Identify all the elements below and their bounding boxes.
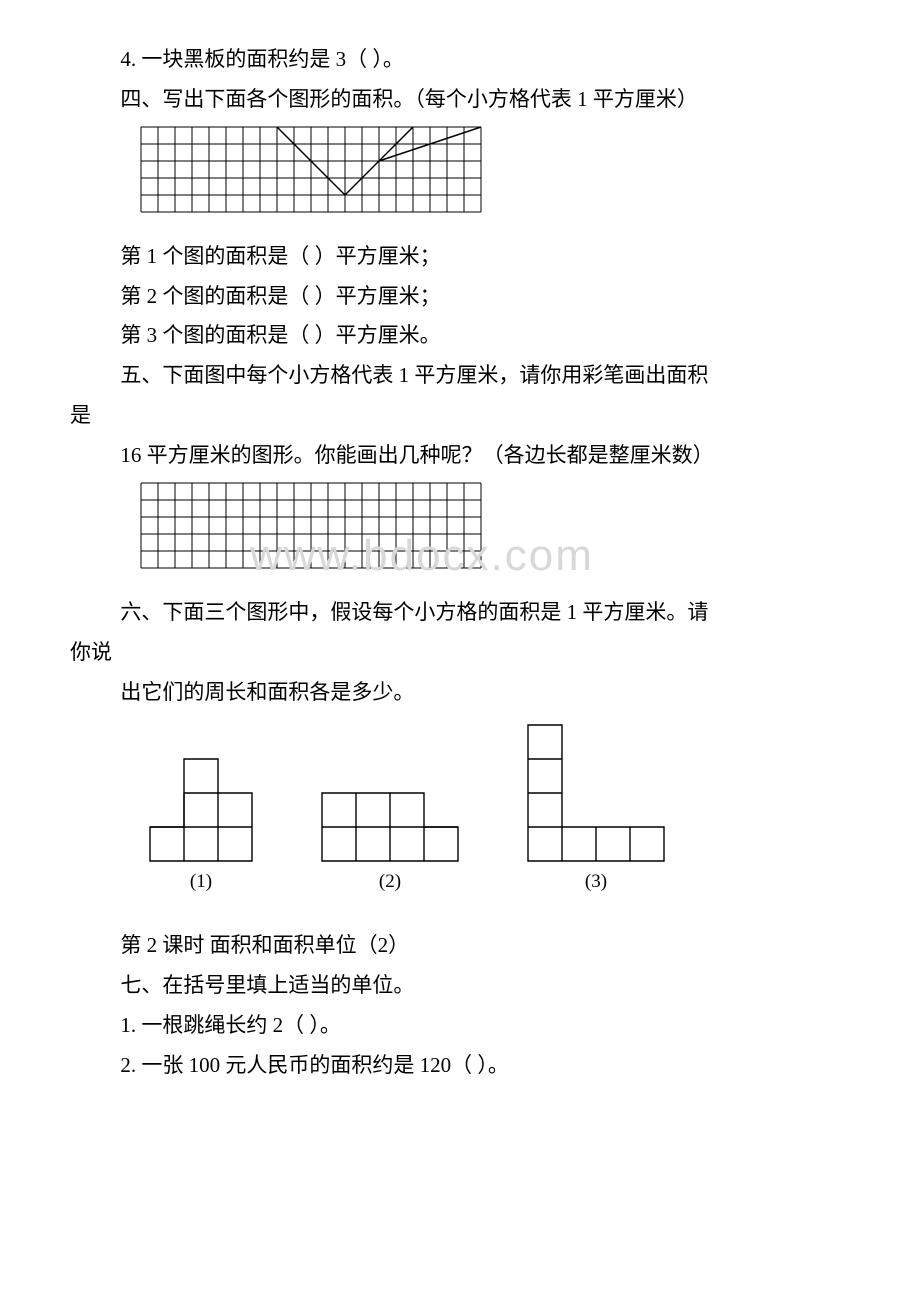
section5-title-a: 五、下面图中每个小方格代表 1 平方厘米，请你用彩笔画出面积 [70,356,850,396]
section4-ans2: 第 2 个图的面积是（ ）平方厘米； [70,277,850,317]
section7-q2: 2. 一张 100 元人民币的面积约是 120（ ）。 [70,1046,850,1086]
section4-ans1: 第 1 个图的面积是（ ）平方厘米； [70,237,850,277]
text-q4: 4. 一块黑板的面积约是 3（ ）。 [70,40,850,80]
svg-text:(3): (3) [585,871,607,892]
section7-q1: 1. 一根跳绳长约 2（ ）。 [70,1006,850,1046]
section5-title-b: 16 平方厘米的图形。你能画出几种呢？（各边长都是整厘米数） [70,436,850,476]
svg-text:(1): (1) [190,871,212,892]
section6-title-a: 六、下面三个图形中，假设每个小方格的面积是 1 平方厘米。请 [70,593,850,633]
polyomino-figures: (1) (2) (3) [140,723,850,917]
section4-title: 四、写出下面各个图形的面积。（每个小方格代表 1 平方厘米） [70,80,850,120]
figs-svg: (1) (2) (3) [140,723,674,903]
grid5-wrap: www.bdocx.com [140,482,850,583]
section6-title-b: 出它们的周长和面积各是多少。 [70,673,850,713]
grid4-wrap [140,126,850,227]
lesson2-title: 第 2 课时 面积和面积单位（2） [70,926,850,966]
section4-ans3: 第 3 个图的面积是（ ）平方厘米。 [70,316,850,356]
section6-hang: 你说 [70,633,850,673]
section7-title: 七、在括号里填上适当的单位。 [70,966,850,1006]
grid5-svg [140,482,482,569]
section5-hang-is: 是 [70,396,850,436]
svg-text:(2): (2) [379,871,401,892]
grid4-svg [140,126,482,213]
